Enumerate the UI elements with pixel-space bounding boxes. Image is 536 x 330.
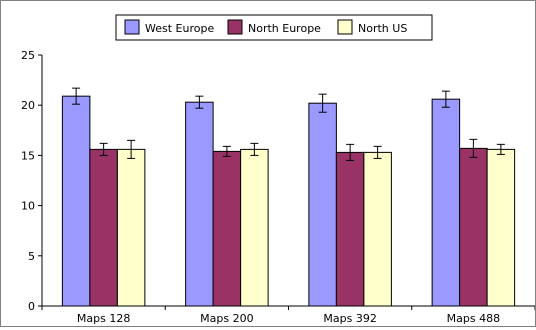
bar-north-europe [459, 147, 488, 307]
x-tick-label: Maps 128 [77, 312, 130, 325]
legend-label-north-europe: North Europe [248, 22, 321, 35]
bar-west-europe [431, 98, 461, 307]
y-axis: 0 5 10 15 20 25 [21, 49, 43, 313]
x-tick-label: Maps 200 [200, 312, 253, 325]
x-tick-label: Maps 488 [447, 312, 500, 325]
bar-west-europe [308, 102, 337, 307]
legend-swatch-west-europe [124, 19, 140, 35]
bar-north-us [486, 148, 516, 307]
y-tick-label: 15 [21, 149, 35, 162]
legend-box [115, 14, 433, 41]
y-tick-label: 10 [21, 200, 35, 213]
bar-north-us [363, 151, 392, 307]
x-axis: Maps 128 Maps 200 Maps 392 Maps 488 [41, 305, 536, 325]
y-tick-label: 20 [21, 99, 35, 112]
bars-layer [61, 95, 516, 307]
legend-label-west-europe: West Europe [145, 22, 214, 35]
legend-swatch-north-us [337, 19, 353, 35]
legend: West Europe North Europe North US [115, 14, 433, 41]
y-tick-label: 0 [28, 300, 35, 313]
bar-west-europe [185, 101, 214, 307]
bar-north-europe [212, 150, 242, 307]
bar-north-europe [89, 148, 118, 307]
y-tick-label: 25 [21, 49, 35, 62]
bar-north-europe [335, 151, 365, 307]
y-tick-label: 5 [28, 250, 35, 263]
error-bars-layer [72, 87, 505, 161]
bar-west-europe [61, 95, 91, 307]
legend-swatch-north-europe [227, 19, 243, 35]
x-tick-label: Maps 392 [323, 312, 376, 325]
bar-north-us [240, 148, 269, 307]
legend-label-north-us: North US [358, 22, 407, 35]
bar-north-us [116, 148, 146, 307]
